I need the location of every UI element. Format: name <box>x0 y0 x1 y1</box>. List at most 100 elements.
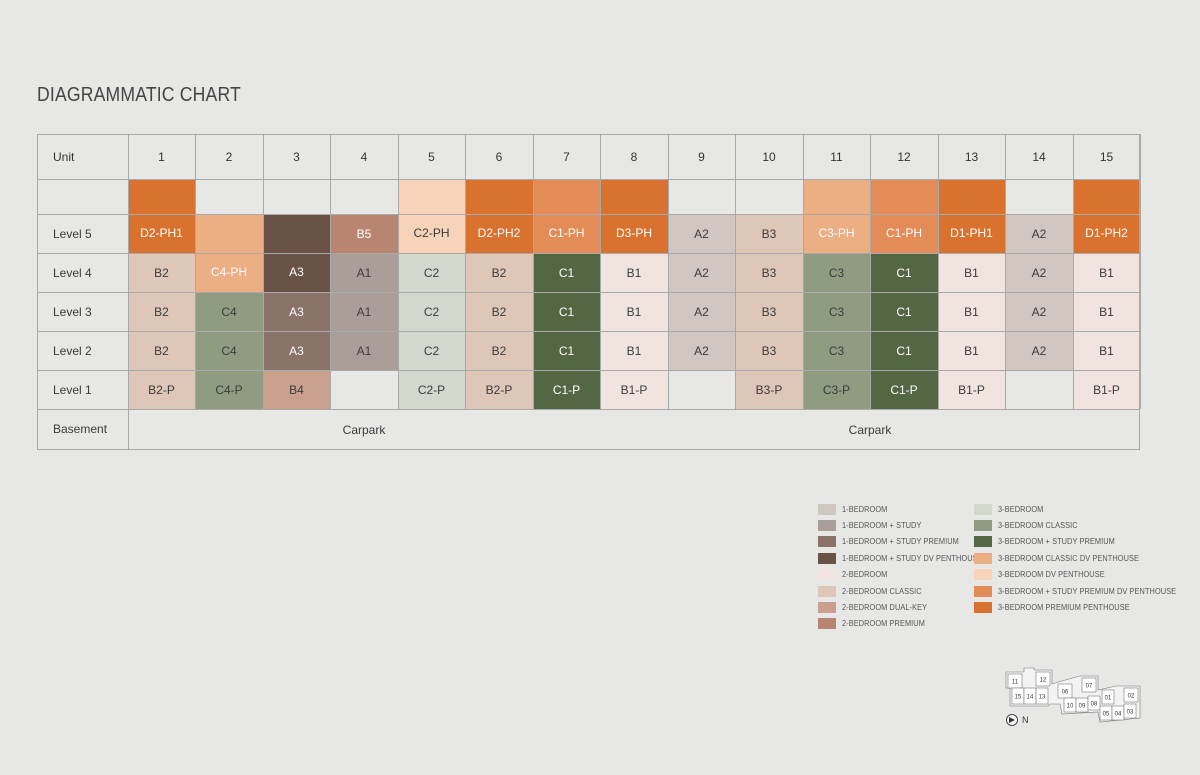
key-plan-drawing: 11 12 15 14 13 06 07 10 09 08 01 02 05 04 03 <box>1005 667 1141 723</box>
carpark-label: Carpark <box>342 422 386 437</box>
legend-swatch <box>974 569 992 581</box>
key-plan-block-label: 10 <box>1067 704 1074 710</box>
legend-label: 1-BEDROOM <box>842 504 888 514</box>
row-label: Level 5 <box>53 226 92 241</box>
unit-number: 9 <box>698 149 705 164</box>
key-plan-block <box>1101 689 1115 705</box>
unit-cell: B2-P <box>465 370 533 409</box>
unit-cell: A2 <box>1005 331 1073 370</box>
unit-cell: A1 <box>330 253 398 292</box>
unit-cell: B1 <box>938 292 1005 331</box>
grid-line <box>37 214 1140 215</box>
unit-cell: C2-PH <box>398 179 465 253</box>
grid-line <box>870 134 871 409</box>
unit-cell: D2-PH2 <box>465 179 533 253</box>
unit-cell: A2 <box>668 214 735 253</box>
grid-line <box>37 292 1140 293</box>
grid-line <box>735 134 736 409</box>
grid-line <box>938 134 939 409</box>
unit-grid: D2-PH1 B2 B2 B2 B2-P C4-PH C4 C4 C4-P A3 A3 A3 B4 B5 A… <box>37 134 1141 450</box>
legend-swatch <box>818 536 836 548</box>
unit-number: 8 <box>630 149 638 164</box>
unit-cell: C3 <box>803 331 870 370</box>
grid-line <box>37 409 1140 410</box>
unit-cell: C3 <box>803 292 870 331</box>
unit-cell: B2-P <box>128 370 195 409</box>
unit-cell: A2 <box>668 253 735 292</box>
unit-cell: B2 <box>128 331 195 370</box>
unit-cell: C1 <box>870 253 938 292</box>
legend-item: 3-BEDROOM CLASSIC <box>974 519 1085 531</box>
legend-swatch <box>818 585 836 597</box>
row-label: Level 3 <box>53 304 92 319</box>
legend-label: 3-BEDROOM PREMIUM PENTHOUSE <box>998 602 1130 612</box>
grid-line <box>263 134 264 409</box>
legend-item: 1-BEDROOM + STUDY DV PENTHOUSE <box>818 552 995 564</box>
row-label: Basement <box>53 421 108 436</box>
grid-line <box>37 179 1140 180</box>
unit-cell: A2 <box>1005 214 1073 253</box>
unit-cell: C1 <box>533 331 600 370</box>
unit-cell: C4 <box>195 292 263 331</box>
unit-cell: C4-P <box>195 370 263 409</box>
unit-cell: C1-P <box>870 370 938 409</box>
key-plan-block-label: 02 <box>1128 694 1135 700</box>
north-arrow-icon <box>1006 714 1018 726</box>
unit-number: 7 <box>563 149 570 164</box>
legend-label: 3-BEDROOM <box>998 504 1044 514</box>
unit-cell: C1 <box>870 331 938 370</box>
legend-swatch <box>818 503 836 515</box>
carpark-label: Carpark <box>848 422 892 437</box>
key-plan-block-label: 15 <box>1015 695 1022 701</box>
unit-cell: C1 <box>533 292 600 331</box>
legend-item: 2-BEDROOM CLASSIC <box>818 585 929 597</box>
unit-cell: A1 <box>330 331 398 370</box>
key-plan-block-label: 09 <box>1079 704 1086 710</box>
key-plan-block <box>1087 695 1101 711</box>
key-plan-block-label: 07 <box>1086 684 1093 690</box>
unit-cell: B1 <box>938 253 1005 292</box>
unit-number: 10 <box>762 149 776 164</box>
grid-line <box>37 253 1140 254</box>
unit-cell: B1 <box>1073 292 1140 331</box>
legend-label: 1-BEDROOM + STUDY DV PENTHOUSE <box>842 553 983 563</box>
unit-cell: B2 <box>128 292 195 331</box>
unit-number: 6 <box>495 149 503 164</box>
unit-cell: A1 <box>330 292 398 331</box>
unit-cell: B1 <box>938 331 1005 370</box>
legend-swatch <box>974 552 992 564</box>
grid-line <box>398 134 399 409</box>
legend-label: 1-BEDROOM + STUDY <box>842 520 922 530</box>
unit-cell: B3 <box>735 253 803 292</box>
legend-item: 3-BEDROOM CLASSIC DV PENTHOUSE <box>974 552 1151 564</box>
unit-cell: A2 <box>1005 253 1073 292</box>
legend-item: 2-BEDROOM DUAL-KEY <box>818 601 934 613</box>
key-plan-block-label: 03 <box>1127 710 1134 716</box>
key-plan-block <box>1035 687 1049 705</box>
grid-line <box>533 134 534 409</box>
key-plan-block <box>1035 671 1051 687</box>
legend-item: 3-BEDROOM PREMIUM PENTHOUSE <box>974 601 1141 613</box>
legend-item: 3-BEDROOM DV PENTHOUSE <box>974 569 1114 581</box>
unit-number: 12 <box>897 149 911 164</box>
legend-swatch <box>974 536 992 548</box>
grid-line <box>128 134 129 450</box>
unit-cell: B5 <box>330 214 398 253</box>
unit-cell: B1-P <box>600 370 668 409</box>
unit-cell: B1 <box>600 331 668 370</box>
unit-cell: C1-PH <box>533 179 600 253</box>
legend-swatch <box>818 552 836 564</box>
key-plan-block-label: 13 <box>1039 695 1046 701</box>
north-label: N <box>1022 715 1029 725</box>
key-plan-block-label: 08 <box>1091 702 1098 708</box>
unit-cell: B1 <box>1073 253 1140 292</box>
key-plan-block-label: 04 <box>1115 712 1122 718</box>
unit-cell: B2 <box>465 253 533 292</box>
unit-cell: B2 <box>128 253 195 292</box>
key-plan-block-label: 06 <box>1062 690 1069 696</box>
legend-item: 3-BEDROOM + STUDY PREMIUM <box>974 536 1125 548</box>
grid-line <box>37 331 1140 332</box>
unit-cell: C2 <box>398 253 465 292</box>
unit-cell: B2 <box>465 331 533 370</box>
unit-cell: C1 <box>533 253 600 292</box>
